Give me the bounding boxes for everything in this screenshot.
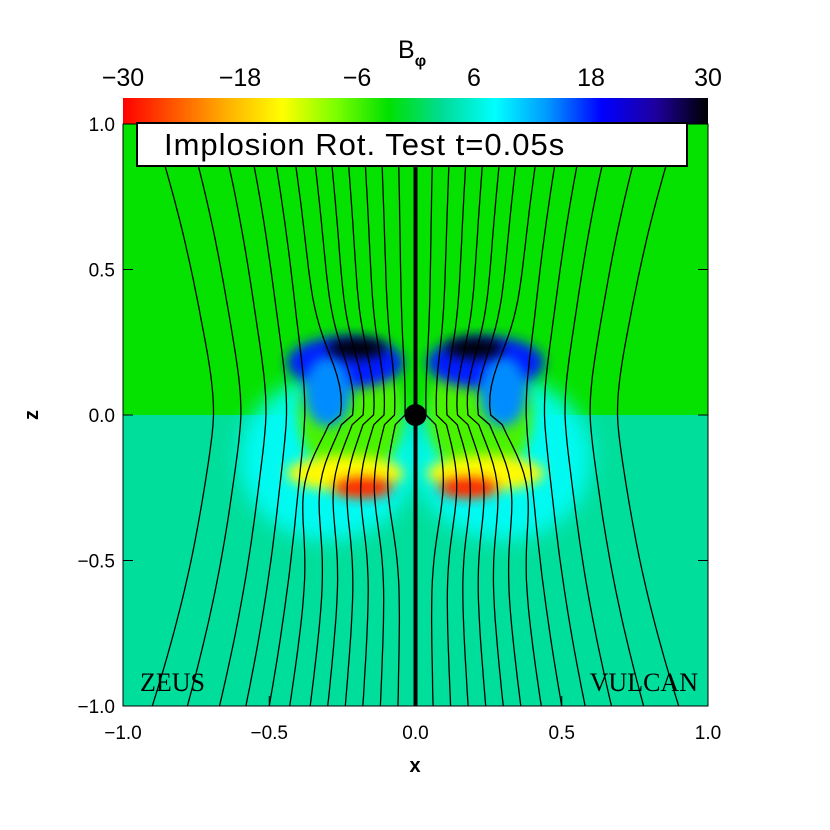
upper-shell-edge-right [479,356,527,427]
field-line [218,124,267,706]
x-tick-label: 0.5 [549,723,575,744]
field-line [268,124,306,706]
colorbar-tick-label: −30 [102,64,144,92]
field-line [616,124,680,706]
colorbar-label: Bφ [398,36,426,70]
y-tick-label: 0.5 [89,261,115,282]
field-line [466,124,504,706]
colorbar-strip [123,98,708,124]
heatmap-features [240,336,591,541]
field-line [589,124,645,706]
x-tick-label: 1.0 [695,723,721,744]
colorbar-tick-label: −18 [219,64,261,92]
field-line [289,124,342,706]
colorbar-tick-label: −6 [343,64,372,92]
axis-ticks: −1.0 −0.5 0.0 0.5 1.0 1.0 0.5 0.0 −0.5 −1.0 [77,115,721,744]
field-line [456,124,487,706]
heatmap-area [123,124,708,706]
field-line [186,124,242,706]
colorbar-tick-label: 6 [467,64,481,92]
field-line [245,124,288,706]
field-line [344,124,375,706]
colorbar: Bφ −30 −18 −6 6 18 30 [102,36,722,124]
field-line [476,124,522,706]
colorbar-ticks: −30 −18 −6 6 18 30 [102,64,722,92]
feature-positive [327,337,387,359]
plot-title: Implosion Rot. Test t=0.05s [164,127,565,162]
y-axis-label: z [21,410,43,420]
central-object [404,404,427,426]
field-line [151,124,215,706]
field-line [373,124,396,706]
field-line [489,124,542,706]
panel-label-zeus: ZEUS [140,668,205,697]
field-line [327,124,365,706]
field-line [543,124,586,706]
title-box-frame [136,122,688,167]
colorbar-tick-label: 18 [577,64,605,92]
title-box: Implosion Rot. Test t=0.05s [136,122,688,167]
field-line [360,124,386,706]
upper-shell-edge-left [304,356,352,427]
panel-label-vulcan: VULCAN [590,668,699,697]
feature-negative [438,477,498,498]
x-tick-label: 0.0 [402,723,428,744]
field-line [525,124,563,706]
y-tick-label: −1.0 [77,697,115,718]
colorbar-label-subscript: φ [415,53,426,70]
field-line [435,124,458,706]
x-axis-label: x [409,755,420,777]
y-tick-label: −0.5 [77,552,115,573]
field-line [309,124,355,706]
y-tick-label: 0.0 [89,406,115,427]
feature-negative [333,477,393,498]
colorbar-tick-label: 30 [694,64,722,92]
feature-positive [444,337,504,359]
field-line [564,124,613,706]
y-tick-label: 1.0 [89,115,115,136]
x-tick-label: −1.0 [104,723,142,744]
field-line [445,124,471,706]
x-tick-label: −0.5 [250,723,288,744]
